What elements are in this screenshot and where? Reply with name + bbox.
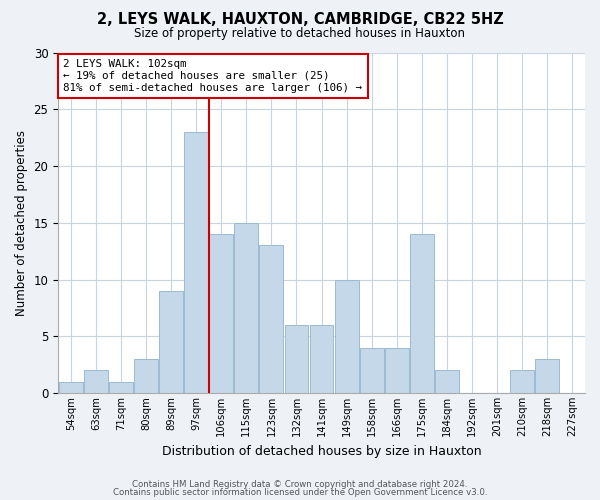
Bar [310, 325, 334, 393]
Bar [259, 246, 283, 393]
Bar [435, 370, 459, 393]
Text: Contains HM Land Registry data © Crown copyright and database right 2024.: Contains HM Land Registry data © Crown c… [132, 480, 468, 489]
Bar [284, 325, 308, 393]
Bar [235, 223, 258, 393]
Text: Size of property relative to detached houses in Hauxton: Size of property relative to detached ho… [134, 28, 466, 40]
Text: Contains public sector information licensed under the Open Government Licence v3: Contains public sector information licen… [113, 488, 487, 497]
Bar [134, 359, 158, 393]
Bar [335, 280, 359, 393]
Bar [59, 382, 83, 393]
Bar [535, 359, 559, 393]
Text: 2, LEYS WALK, HAUXTON, CAMBRIDGE, CB22 5HZ: 2, LEYS WALK, HAUXTON, CAMBRIDGE, CB22 5… [97, 12, 503, 28]
Bar [209, 234, 233, 393]
Bar [109, 382, 133, 393]
Bar [410, 234, 434, 393]
Bar [511, 370, 534, 393]
Bar [360, 348, 383, 393]
Bar [385, 348, 409, 393]
X-axis label: Distribution of detached houses by size in Hauxton: Distribution of detached houses by size … [162, 444, 481, 458]
Bar [184, 132, 208, 393]
Bar [84, 370, 108, 393]
Bar [159, 291, 183, 393]
Y-axis label: Number of detached properties: Number of detached properties [15, 130, 28, 316]
Text: 2 LEYS WALK: 102sqm
← 19% of detached houses are smaller (25)
81% of semi-detach: 2 LEYS WALK: 102sqm ← 19% of detached ho… [64, 60, 362, 92]
